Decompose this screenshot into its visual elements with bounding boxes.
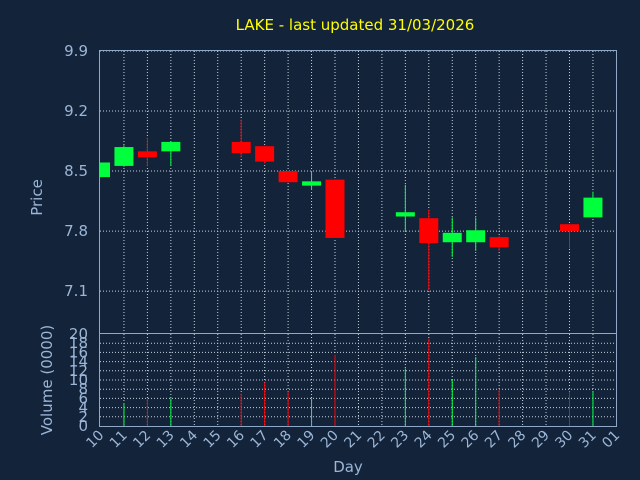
- day-tick-label: 15: [201, 428, 225, 452]
- day-tick-label: 11: [107, 428, 131, 452]
- volume-tick-label: 2: [78, 408, 88, 426]
- volume-tick-label: 10: [69, 371, 88, 389]
- day-tick-label: 28: [506, 428, 530, 452]
- candle-body: [325, 179, 345, 238]
- volume-tick-label: 16: [69, 343, 88, 361]
- volume-tick-label: 8: [78, 380, 88, 398]
- day-tick-label: 27: [482, 428, 506, 452]
- day-tick-label: 01: [599, 428, 623, 452]
- price-grid: [100, 50, 616, 334]
- day-tick-label: 30: [552, 428, 576, 452]
- day-tick-label: 29: [529, 428, 553, 452]
- day-tick-label: 19: [294, 428, 318, 452]
- volume-bars: [123, 338, 594, 426]
- price-tick-label: 9.2: [64, 102, 88, 120]
- candle-body: [419, 218, 439, 244]
- day-tick-label: 13: [154, 428, 178, 452]
- volume-tick-label: 6: [78, 389, 88, 407]
- price-tick-label: 8.5: [64, 162, 88, 180]
- day-tick-label: 16: [224, 427, 248, 451]
- candle-body: [161, 141, 181, 152]
- volume-tick-label: 20: [69, 325, 88, 343]
- candle-body: [231, 141, 251, 154]
- day-tick-label: 25: [435, 428, 459, 452]
- price-tick-label: 7.1: [64, 282, 88, 300]
- candle-body: [466, 230, 486, 243]
- day-tick-label: 12: [130, 428, 154, 452]
- day-tick-label: 22: [365, 428, 389, 452]
- volume-axis-label: Volume (0000): [38, 325, 56, 435]
- volume-tick-label: 12: [69, 362, 88, 380]
- candle-body: [255, 146, 275, 162]
- day-tick-label: 20: [318, 428, 342, 452]
- day-tick-label: 21: [341, 428, 365, 452]
- candle-body: [100, 162, 110, 178]
- volume-grid: [100, 334, 616, 426]
- day-tick-label: 17: [248, 428, 272, 452]
- candle-body: [114, 147, 134, 166]
- chart-title: LAKE - last updated 31/03/2026: [236, 16, 475, 34]
- candle-body: [489, 237, 509, 248]
- day-tick-label: 18: [271, 428, 295, 452]
- candle-body: [302, 181, 322, 186]
- volume-panel-frame: [99, 333, 617, 427]
- volume-tick-label: 0: [78, 417, 88, 435]
- day-tick-label: 23: [388, 428, 412, 452]
- candle-body: [137, 151, 157, 158]
- price-axis-label: Price: [28, 179, 46, 216]
- volume-tick-label: 18: [69, 334, 88, 352]
- day-axis-label: Day: [333, 458, 363, 476]
- day-tick-label: 14: [177, 427, 201, 451]
- candle-body: [560, 224, 579, 232]
- candle-body: [442, 232, 462, 243]
- price-tick-label: 9.9: [64, 42, 88, 60]
- candle-body: [278, 171, 298, 183]
- day-tick-label: 31: [576, 428, 600, 452]
- candle-body: [395, 212, 415, 217]
- price-tick-label: 7.8: [64, 222, 88, 240]
- price-candles: [100, 119, 603, 291]
- candle-body: [583, 197, 603, 218]
- volume-tick-label: 4: [78, 399, 88, 417]
- day-tick-label: 24: [412, 427, 436, 451]
- volume-tick-label: 14: [69, 353, 88, 371]
- day-tick-label: 26: [459, 427, 483, 451]
